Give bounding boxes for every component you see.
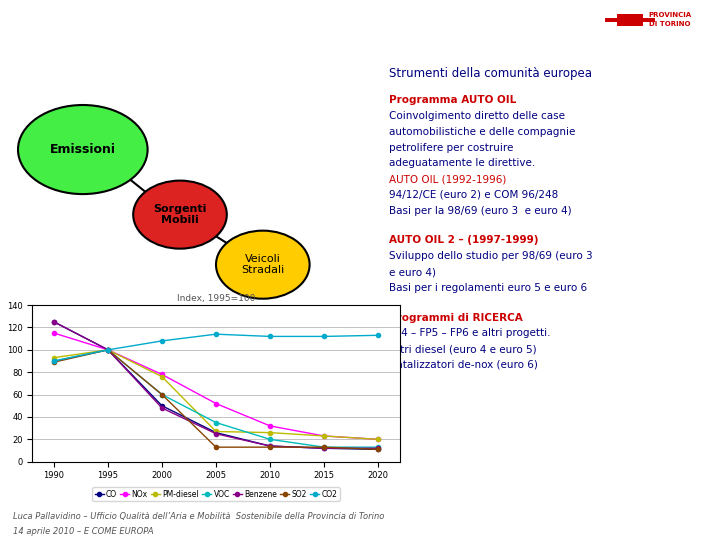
SO2 (320, 444, 328, 450)
NOx (374, 436, 382, 443)
CO (374, 446, 382, 453)
Legend: CO, NOx, PM-diesel, VOC, Benzene, SO2, CO2: CO, NOx, PM-diesel, VOC, Benzene, SO2, C… (92, 488, 340, 501)
VOC (50, 358, 58, 365)
Line: VOC: VOC (52, 348, 380, 449)
Text: Sorgenti
Mobili: Sorgenti Mobili (153, 204, 207, 225)
PM-diesel (266, 429, 274, 436)
Text: Basi per la 98/69 (euro 3  e euro 4): Basi per la 98/69 (euro 3 e euro 4) (389, 206, 572, 215)
Benzene (320, 445, 328, 451)
CO (104, 347, 112, 353)
Text: Basi per i regolamenti euro 5 e euro 6: Basi per i regolamenti euro 5 e euro 6 (389, 283, 587, 293)
Text: Catalizzatori de-nox (euro 6): Catalizzatori de-nox (euro 6) (389, 360, 538, 370)
CO2 (374, 332, 382, 339)
Bar (605, 18, 655, 22)
Ellipse shape (216, 231, 310, 299)
NOx (320, 433, 328, 439)
Text: Programmi di RICERCA: Programmi di RICERCA (389, 313, 523, 322)
Text: NORMATIVA EUROPEA – INQUINAMENTO ATMOSFERICO: NORMATIVA EUROPEA – INQUINAMENTO ATMOSFE… (9, 12, 462, 27)
Text: 94/12/CE (euro 2) e COM 96/248: 94/12/CE (euro 2) e COM 96/248 (389, 190, 558, 200)
VOC (320, 444, 328, 450)
Line: Benzene: Benzene (52, 320, 380, 450)
VOC (266, 436, 274, 443)
SO2 (266, 444, 274, 450)
CO (320, 445, 328, 451)
VOC (158, 392, 166, 398)
CO2 (158, 338, 166, 344)
Text: automobilistiche e delle compagnie: automobilistiche e delle compagnie (389, 127, 575, 137)
Line: PM-diesel: PM-diesel (52, 348, 380, 441)
Line: NOx: NOx (52, 331, 380, 441)
CO2 (50, 358, 58, 365)
SO2 (212, 444, 220, 450)
NOx (104, 347, 112, 353)
Title: Index, 1995=100: Index, 1995=100 (177, 294, 255, 303)
CO2 (212, 331, 220, 338)
CO2 (266, 333, 274, 340)
Text: Programma AUTO OIL: Programma AUTO OIL (389, 96, 516, 105)
Line: CO2: CO2 (52, 332, 380, 363)
Text: Coinvolgimento diretto delle case: Coinvolgimento diretto delle case (389, 111, 564, 121)
Text: e euro 4): e euro 4) (389, 267, 436, 277)
Benzene (374, 445, 382, 451)
Text: PROVINCIA: PROVINCIA (648, 12, 691, 18)
Text: Veicoli
Stradali: Veicoli Stradali (241, 254, 284, 275)
Bar (616, 14, 643, 25)
Text: Sviluppo dello studio per 98/69 (euro 3: Sviluppo dello studio per 98/69 (euro 3 (389, 251, 593, 261)
Text: adeguatamente le direttive.: adeguatamente le direttive. (389, 158, 535, 168)
NOx (50, 330, 58, 336)
SO2 (374, 446, 382, 453)
Benzene (212, 430, 220, 437)
Ellipse shape (133, 180, 227, 248)
Benzene (104, 347, 112, 353)
Text: 14 aprile 2010 – E COME EUROPA: 14 aprile 2010 – E COME EUROPA (13, 528, 153, 536)
PM-diesel (50, 354, 58, 361)
Ellipse shape (18, 105, 148, 194)
CO (212, 429, 220, 436)
SO2 (104, 347, 112, 353)
Text: petrolifere per costruire: petrolifere per costruire (389, 143, 513, 153)
PM-diesel (104, 347, 112, 353)
Text: FP4 – FP5 – FP6 e altri progetti.: FP4 – FP5 – FP6 e altri progetti. (389, 328, 550, 339)
Text: Emissioni: Emissioni (50, 143, 116, 156)
Text: Luca Pallavidino – Ufficio Qualità dell’Aria e Mobilità  Sostenibile della Provi: Luca Pallavidino – Ufficio Qualità dell’… (13, 512, 384, 522)
SO2 (50, 359, 58, 366)
PM-diesel (320, 433, 328, 439)
CO (158, 402, 166, 409)
Line: SO2: SO2 (52, 348, 380, 451)
VOC (374, 444, 382, 450)
PM-diesel (374, 436, 382, 443)
Line: CO: CO (52, 320, 380, 451)
Text: Strumenti della comunità europea: Strumenti della comunità europea (389, 67, 592, 80)
NOx (158, 371, 166, 377)
Text: DI TORINO: DI TORINO (649, 22, 690, 28)
Benzene (158, 405, 166, 411)
CO (50, 319, 58, 325)
VOC (104, 347, 112, 353)
PM-diesel (158, 374, 166, 380)
CO2 (104, 347, 112, 353)
Benzene (50, 319, 58, 325)
SO2 (158, 392, 166, 398)
Text: AUTO OIL (1992-1996): AUTO OIL (1992-1996) (389, 174, 506, 184)
CO2 (320, 333, 328, 340)
NOx (266, 423, 274, 429)
CO (266, 443, 274, 449)
VOC (212, 419, 220, 426)
FancyBboxPatch shape (613, 3, 714, 38)
NOx (212, 400, 220, 407)
Text: AUTO OIL 2 – (1997-1999): AUTO OIL 2 – (1997-1999) (389, 235, 539, 246)
PM-diesel (212, 428, 220, 435)
Text: Filtri diesel (euro 4 e euro 5): Filtri diesel (euro 4 e euro 5) (389, 344, 536, 354)
Benzene (266, 443, 274, 449)
